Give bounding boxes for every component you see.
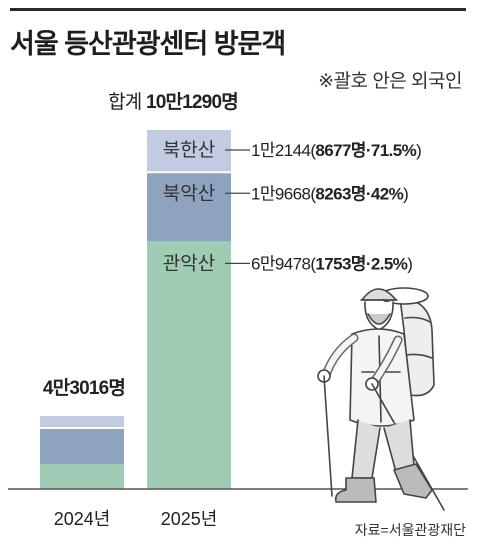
chart-title: 서울 등산관광센터 방문객 bbox=[10, 29, 286, 59]
value-label-1: 1만9668(8263명·42%) bbox=[251, 184, 408, 203]
top-rule bbox=[10, 8, 466, 11]
foreigner-note: ※괄호 안은 외국인 bbox=[318, 71, 462, 92]
series-label-1: 북악산 bbox=[163, 182, 215, 204]
bar-0-0 bbox=[40, 464, 124, 489]
category-label-1: 2025년 bbox=[161, 509, 218, 529]
category-label-0: 2024년 bbox=[54, 509, 111, 529]
series-label-0: 관악산 bbox=[163, 252, 215, 274]
bar-1-1 bbox=[147, 173, 231, 242]
series-label-2: 북한산 bbox=[163, 139, 215, 161]
value-label-2: 1만2144(8677명·71.5%) bbox=[251, 141, 421, 160]
total-label-0: 4만3016명 bbox=[43, 377, 125, 399]
source-label: 자료=서울관광재단 bbox=[354, 522, 466, 538]
bar-0-2 bbox=[40, 416, 124, 427]
total-label-1: 합계 10만1290명 bbox=[108, 91, 238, 113]
bar-1-0 bbox=[147, 241, 231, 489]
value-label-0: 6만9478(1753명·2.5%) bbox=[251, 254, 412, 273]
hiker-with-trekking-poles-icon bbox=[317, 287, 445, 511]
bar-0-1 bbox=[40, 428, 124, 465]
bar-1-2 bbox=[147, 130, 231, 172]
